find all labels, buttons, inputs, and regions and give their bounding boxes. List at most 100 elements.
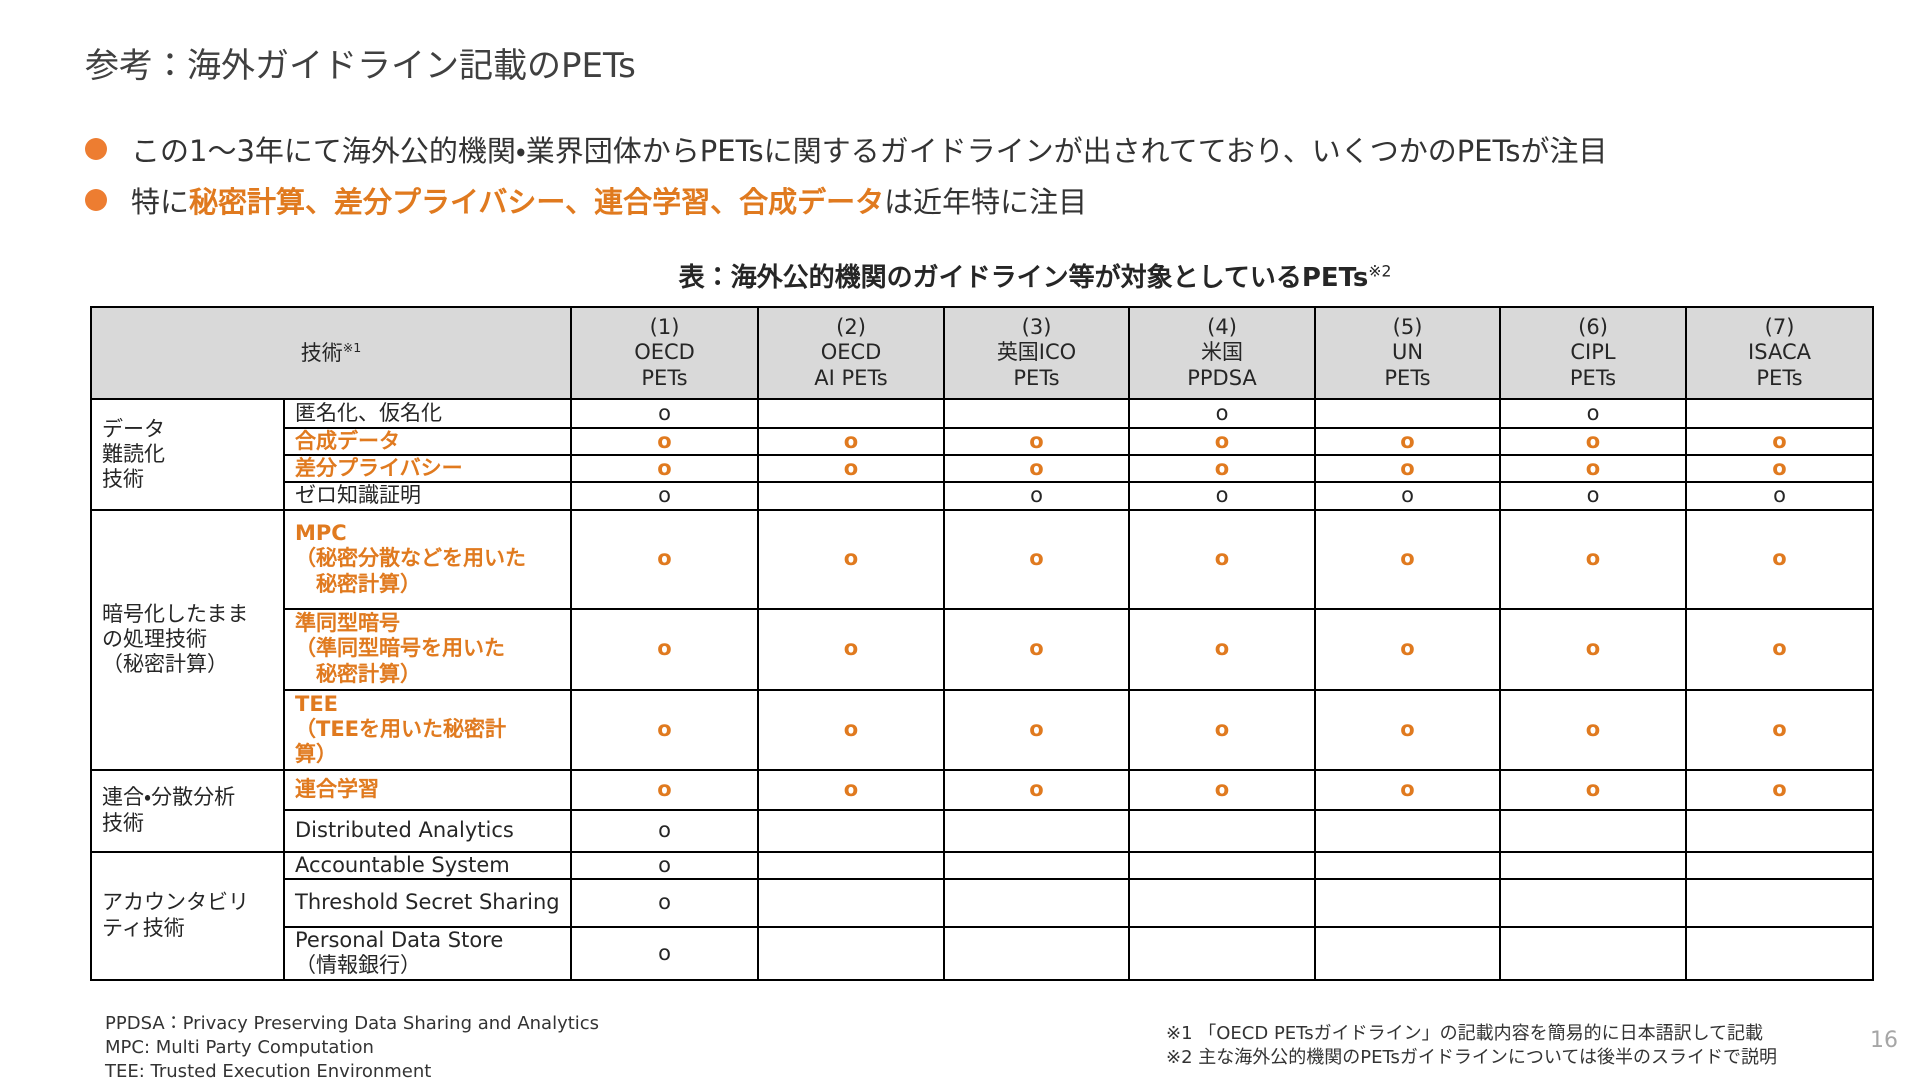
tech-label-line: Personal Data Store (295, 928, 504, 953)
check-mark: o (570, 925, 760, 981)
group-label: 暗号化したまま の処理技術 （秘密計算） (90, 508, 285, 771)
check-mark: o (570, 481, 760, 511)
table-row: 合成データ o o o o o o o (91, 426, 1875, 457)
tech-label: TEE （TEEを用いた秘密計 算） (282, 688, 573, 771)
bullet-text: は近年特に注目 (884, 185, 1088, 219)
check-mark: o (570, 398, 760, 429)
table-caption: 表：海外公的機関のガイドライン等が対象としているPETs※2 (0, 257, 1920, 294)
check-mark: o (1499, 454, 1688, 484)
check-mark: o (570, 808, 760, 853)
check-mark: o (1314, 481, 1502, 511)
check-mark: o (1685, 481, 1875, 511)
empty-cell (1128, 808, 1317, 853)
column-header-line: PETs (1756, 365, 1803, 390)
empty-cell (1314, 877, 1502, 928)
check-mark: o (1314, 426, 1502, 457)
empty-cell (1499, 808, 1688, 853)
check-mark: o (570, 607, 760, 691)
group-label-line: 技術 (102, 466, 144, 491)
group-label: 連合・分散分析 技術 (90, 768, 285, 853)
column-header-line: OECD (634, 340, 695, 365)
tech-label-line: 秘密計算） (295, 571, 421, 596)
table-row: 準同型暗号 （準同型暗号を用いた 秘密計算） o o o o o o o (91, 607, 1875, 691)
column-header-line: (2) (836, 315, 866, 340)
caption-note: ※2 (1368, 262, 1392, 281)
group-label-line: の処理技術 (102, 626, 207, 651)
empty-cell (943, 398, 1131, 429)
check-mark: o (757, 508, 946, 610)
table-row: Distributed Analytics o (91, 808, 1875, 853)
bullet: 特に 秘密計算、差分プライバシー、連合学習、合成データ は近年特に注目 (85, 179, 1087, 221)
check-mark: o (1314, 508, 1502, 610)
bullet: この1〜3年にて海外公的機関・業界団体からPETsに関するガイドラインが出されて… (85, 128, 1608, 170)
column-header-line: (7) (1764, 315, 1795, 340)
empty-cell (757, 877, 946, 928)
check-mark: o (1314, 688, 1502, 771)
group-label-line: 技術 (102, 810, 144, 835)
table-row: Threshold Secret Sharing o (91, 877, 1875, 928)
table-row: 暗号化したまま の処理技術 （秘密計算） MPC （秘密分散などを用いた 秘密計算） o o… (90, 508, 1875, 771)
group-label-line: （秘密計算） (102, 652, 228, 677)
check-mark: o (1685, 454, 1875, 484)
empty-cell (1499, 877, 1688, 928)
empty-cell (943, 925, 1131, 981)
check-mark: o (570, 768, 760, 811)
empty-cell (1128, 850, 1317, 880)
footnote: MPC: Multi Party Computation (105, 1037, 374, 1058)
check-mark: o (1685, 688, 1875, 771)
footnote: PPDSA：Privacy Preserving Data Sharing an… (105, 1013, 600, 1034)
check-mark: o (570, 850, 760, 880)
group-label-line: 暗号化したまま (102, 601, 249, 626)
tech-label-line: Distributed Analytics (295, 817, 514, 842)
check-mark: o (1128, 454, 1317, 484)
tech-label: 匿名化、仮名化 (282, 398, 573, 429)
column-header: (3) 英国ICO PETs (943, 306, 1131, 400)
check-mark: o (1314, 768, 1502, 811)
column-header: (2) OECD AI PETs (757, 306, 946, 400)
tech-label: Threshold Secret Sharing (282, 877, 573, 928)
column-header-line: CIPL (1570, 340, 1616, 365)
empty-cell (757, 850, 946, 880)
tech-label: 差分プライバシー (282, 454, 573, 484)
column-header-line: PETs (1569, 365, 1617, 390)
tech-header-text: 技術 (300, 340, 343, 365)
tech-header-note: ※1 (342, 339, 362, 355)
footnotes-left: PPDSA：Privacy Preserving Data Sharing an… (105, 1012, 599, 1084)
empty-cell (1128, 877, 1317, 928)
group-label-line: ティ技術 (102, 915, 185, 940)
tech-label-line: （準同型暗号を用いた (295, 636, 505, 661)
column-header: (5) UN PETs (1314, 306, 1502, 400)
check-mark: o (1128, 481, 1317, 511)
tech-label-line: （TEEを用いた秘密計 (295, 716, 507, 741)
check-mark: o (1128, 768, 1317, 811)
group-label-line: アカウンタビリ (102, 890, 249, 915)
empty-cell (757, 398, 946, 429)
tech-label-line: Accountable System (295, 852, 510, 877)
tech-label: 合成データ (282, 426, 573, 457)
tech-label-line: Threshold Secret Sharing (295, 890, 560, 915)
column-header: (4) 米国 PPDSA (1128, 306, 1317, 400)
check-mark: o (757, 607, 946, 691)
check-mark: o (943, 508, 1131, 610)
page-number: 16 (1870, 1028, 1898, 1053)
empty-cell (1128, 925, 1317, 981)
tech-label-line: 差分プライバシー (295, 456, 463, 481)
check-mark: o (1499, 607, 1688, 691)
tech-header: 技術※1 (89, 306, 573, 400)
caption-text: 表：海外公的機関のガイドライン等が対象としているPETs (678, 263, 1369, 293)
tech-label: Accountable System (282, 850, 573, 880)
tech-label-line: TEE (295, 691, 339, 716)
empty-cell (1314, 808, 1502, 853)
check-mark: o (1128, 607, 1317, 691)
header-row: 技術※1 (1) OECD PETs (2) OECD AI PETs (3) 英国ICO PET… (89, 306, 1875, 400)
empty-cell (943, 808, 1131, 853)
check-mark: o (570, 508, 760, 610)
check-mark: o (1128, 426, 1317, 457)
check-mark: o (1499, 398, 1688, 429)
table-row: アカウンタビリ ティ技術 Accountable System o (90, 850, 1875, 981)
column-header-line: UN (1391, 340, 1424, 365)
check-mark: o (1128, 398, 1317, 429)
column-header-line: AI PETs (814, 365, 888, 390)
tech-label: Distributed Analytics (282, 808, 573, 853)
empty-cell (757, 925, 946, 981)
